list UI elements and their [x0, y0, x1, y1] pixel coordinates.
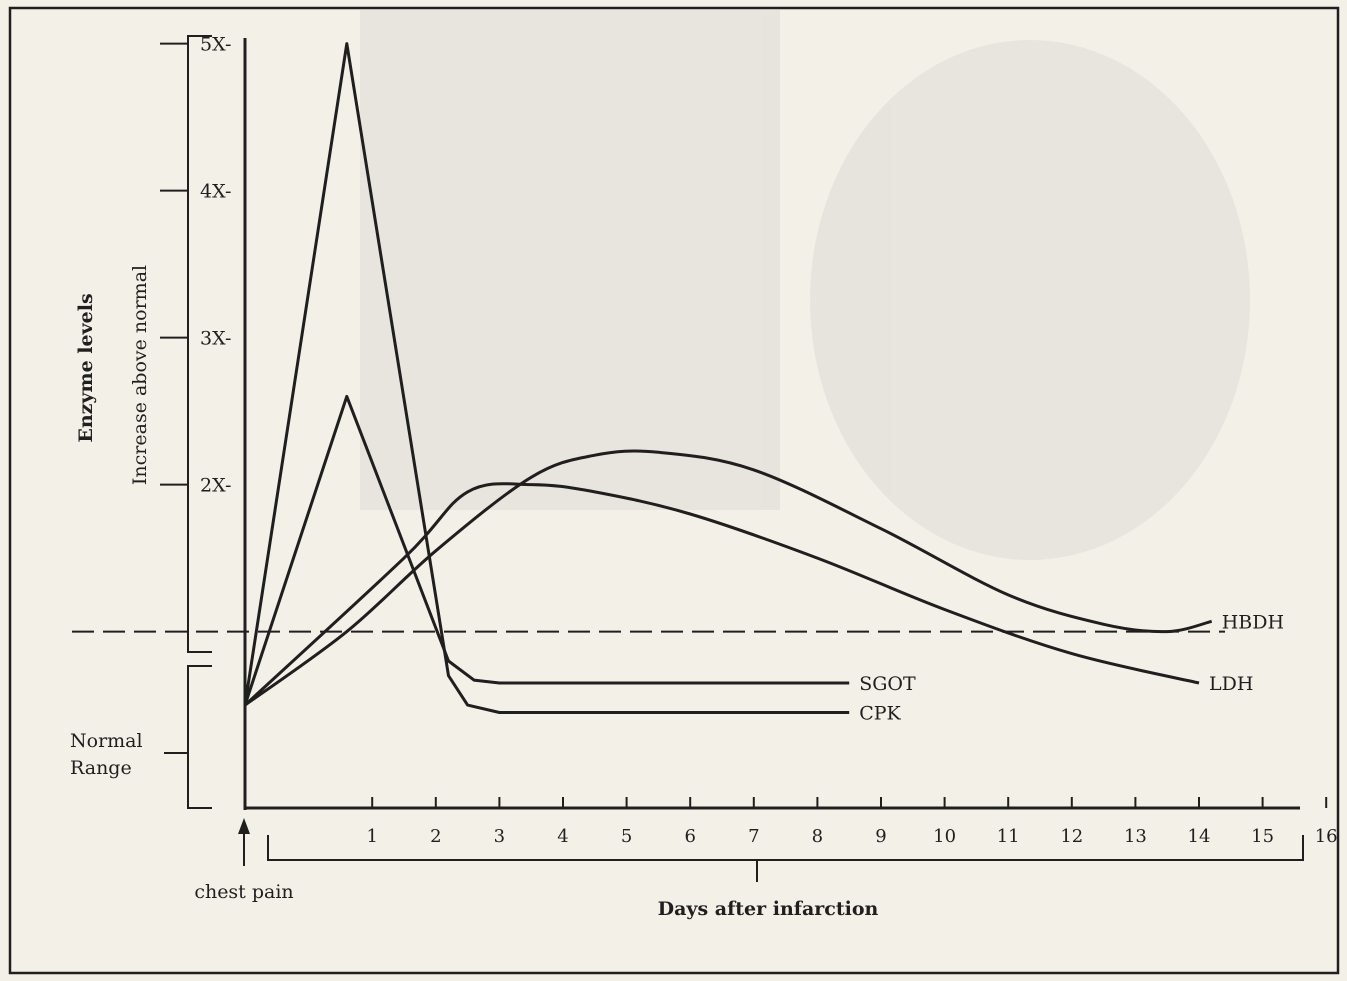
y-axis-ticks: 2X- 3X- 4X- 5X- — [160, 34, 231, 497]
x-tick-label: 9 — [875, 826, 886, 847]
series-line-sgot — [243, 394, 850, 706]
x-tick-label: 7 — [748, 826, 759, 847]
y-tick-label: 2X- — [200, 475, 231, 497]
chest-pain-arrow-icon — [238, 818, 250, 834]
days-bracket — [267, 835, 1304, 861]
series-labels: CPK SGOT LDH HBDH — [859, 611, 1284, 724]
series-line-cpk — [243, 42, 850, 714]
x-tick-label: 11 — [997, 826, 1020, 847]
y-tick-label: 5X- — [200, 34, 231, 56]
x-tick-label: 12 — [1060, 826, 1083, 847]
x-axis-ticks: 1 2 3 4 5 6 7 8 9 10 11 12 13 14 15 16 — [366, 797, 1338, 847]
x-tick-label: 4 — [557, 826, 568, 847]
y-group-title: Enzyme levels — [75, 293, 97, 442]
chart-frame — [8, 6, 1340, 975]
x-tick-label: 3 — [494, 826, 505, 847]
series-label-hbdh: HBDH — [1222, 611, 1284, 633]
x-tick-label: 5 — [621, 826, 632, 847]
series-line-hbdh — [244, 449, 1213, 707]
x-tick-label: 8 — [812, 826, 823, 847]
chest-pain-label: chest pain — [194, 881, 293, 903]
series-lines — [243, 42, 1213, 714]
y-tick-label: 3X- — [200, 328, 231, 350]
x-tick-label: 13 — [1124, 826, 1147, 847]
normal-range-label-1: Normal — [70, 730, 143, 752]
x-tick-label: 16 — [1315, 826, 1338, 847]
series-label-sgot: SGOT — [859, 673, 916, 695]
normal-range-bracket — [187, 665, 212, 809]
x-tick-label: 15 — [1251, 826, 1274, 847]
x-axis-title: Days after infarction — [658, 898, 879, 920]
increase-bracket — [187, 35, 212, 653]
series-label-cpk: CPK — [859, 702, 901, 724]
x-tick-label: 10 — [933, 826, 956, 847]
series-line-ldh — [243, 482, 1200, 707]
x-tick-label: 6 — [684, 826, 695, 847]
y-tick-label: 4X- — [200, 181, 231, 203]
x-tick-label: 2 — [430, 826, 441, 847]
x-tick-label: 1 — [366, 826, 377, 847]
normal-range-label-2: Range — [70, 757, 132, 779]
x-tick-label: 14 — [1188, 826, 1211, 847]
series-label-ldh: LDH — [1209, 673, 1253, 695]
y-axis-title: Increase above normal — [129, 265, 151, 485]
background-photo — [360, 10, 1250, 560]
